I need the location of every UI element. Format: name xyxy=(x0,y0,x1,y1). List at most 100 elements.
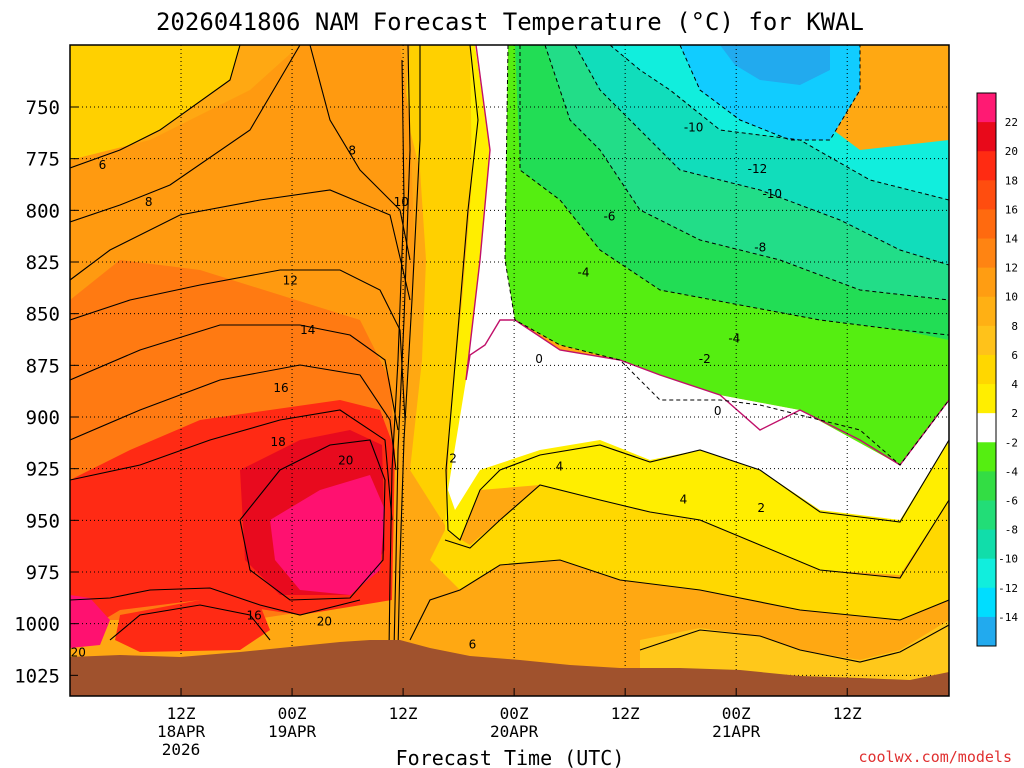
colorbar-swatch xyxy=(977,384,996,414)
fill-green-neg2 xyxy=(505,45,949,465)
contour-neg12 xyxy=(679,45,861,141)
plot-frame xyxy=(69,44,950,697)
colorbar-swatch xyxy=(977,209,996,240)
terrain-surface xyxy=(70,640,949,696)
x-tick-time: 12Z xyxy=(167,704,196,723)
contour-label: 0 xyxy=(714,404,722,418)
colorbar-label: 2 xyxy=(1011,407,1018,420)
contour-label: 8 xyxy=(348,143,356,157)
colorbar-label: -14 xyxy=(998,611,1018,624)
colorbar-label: 20 xyxy=(1005,145,1018,158)
y-tick-label: 975 xyxy=(26,562,60,584)
colorbar-label: 22 xyxy=(1005,116,1018,129)
contour-label: 16 xyxy=(273,381,288,395)
x-axis-label: Forecast Time (UTC) xyxy=(396,746,625,768)
contour-16 xyxy=(70,364,397,471)
colorbar-swatch xyxy=(977,122,996,152)
colorbar-frame xyxy=(976,92,997,647)
colorbar-swatch xyxy=(977,180,996,210)
fill-green-neg6 xyxy=(545,45,949,300)
x-tick-time: 12Z xyxy=(833,704,862,723)
contour-label: 12 xyxy=(283,274,298,288)
credit-text: coolwx.com/models xyxy=(858,748,1012,766)
fill-yellow-6-mid xyxy=(405,45,478,530)
contour-label: 20 xyxy=(338,453,353,467)
contour-12 xyxy=(70,269,406,421)
colorbar-swatch xyxy=(977,587,996,618)
contour-label: -12 xyxy=(748,162,768,176)
colorbar-swatch xyxy=(977,238,996,269)
contour-label: 6 xyxy=(99,158,107,172)
chart-title: 2026041806 NAM Forecast Temperature (°C)… xyxy=(156,8,864,36)
colorbar-label: -10 xyxy=(998,553,1018,566)
colorbar-label: -4 xyxy=(1005,465,1019,478)
contour-label: -2 xyxy=(699,352,711,366)
colorbar-swatch xyxy=(977,151,996,181)
contour-label: 10 xyxy=(394,195,409,209)
colorbar-label: 10 xyxy=(1005,291,1018,304)
colorbar-swatch xyxy=(977,529,996,560)
colorbar-label: 8 xyxy=(1011,320,1018,333)
contour-8-lower xyxy=(639,624,949,663)
contour-steep-3 xyxy=(388,59,405,651)
colorbar-swatch xyxy=(977,267,996,298)
y-tick-label: 825 xyxy=(26,252,60,274)
y-tick-label: 925 xyxy=(26,459,60,481)
x-tick-date: 18APR xyxy=(157,722,206,741)
colorbar-label: 4 xyxy=(1011,378,1018,391)
contour-18-lower xyxy=(70,587,361,616)
x-tick-time: 12Z xyxy=(389,704,418,723)
contour-10 xyxy=(70,189,411,301)
y-axis: 750 775 800 825 850 875 900 925 950 975 1000 1025 xyxy=(14,97,78,687)
contour-label: 8 xyxy=(145,195,153,209)
contour-neg2 xyxy=(504,45,949,466)
y-tick-label: 1000 xyxy=(14,614,60,636)
contour-label: 2 xyxy=(449,451,457,465)
colorbar-label: 6 xyxy=(1011,349,1018,362)
fill-yellow-4-lower xyxy=(430,485,949,620)
contour-label: 0 xyxy=(535,352,543,366)
colorbar-label: -12 xyxy=(998,582,1018,595)
contour-label: -8 xyxy=(754,241,766,255)
y-tick-label: 1025 xyxy=(14,665,60,687)
fill-blue-neg14 xyxy=(720,45,830,85)
contour-20 xyxy=(239,439,386,601)
contour-label: 6 xyxy=(469,637,477,651)
contour-label: 16 xyxy=(246,608,261,622)
x-tick-time: 12Z xyxy=(611,704,640,723)
contour-18 xyxy=(70,409,393,521)
colorbar-label: 14 xyxy=(1005,233,1019,246)
contour-neg8 xyxy=(574,45,949,266)
x-tick-time: 00Z xyxy=(278,704,307,723)
contour-steep-1 xyxy=(397,45,421,651)
x-tick-date: 21APR xyxy=(712,722,761,741)
y-tick-label: 800 xyxy=(26,200,60,222)
colorbar-swatch xyxy=(977,354,996,385)
contour-14 xyxy=(70,324,399,431)
colorbar-swatch xyxy=(977,296,996,327)
contour-8 xyxy=(70,45,301,223)
y-tick-label: 950 xyxy=(26,510,60,532)
colorbar-swatch xyxy=(977,558,996,589)
colorbar-swatch xyxy=(977,471,996,501)
fill-magenta-22 xyxy=(270,475,385,595)
colorbar-swatch xyxy=(977,616,996,647)
contour-label: -10 xyxy=(684,121,704,135)
contour-label: 18 xyxy=(271,435,286,449)
contour-neg4 xyxy=(519,45,949,336)
fill-magenta-22-left xyxy=(70,595,110,648)
y-tick-label: 900 xyxy=(26,407,60,429)
zero-contour-line xyxy=(465,45,949,466)
y-tick-label: 850 xyxy=(26,304,60,326)
contour-label: -4 xyxy=(728,331,740,345)
contour-steep-2 xyxy=(393,45,411,651)
contour-label: 2 xyxy=(757,501,765,515)
contour-4 xyxy=(444,484,949,579)
colorbar-swatch xyxy=(977,413,996,443)
colorbar-swatch xyxy=(977,325,996,356)
colorbar-swatch xyxy=(977,500,996,531)
contour-label: 14 xyxy=(300,323,315,337)
x-tick-time: 00Z xyxy=(722,704,751,723)
